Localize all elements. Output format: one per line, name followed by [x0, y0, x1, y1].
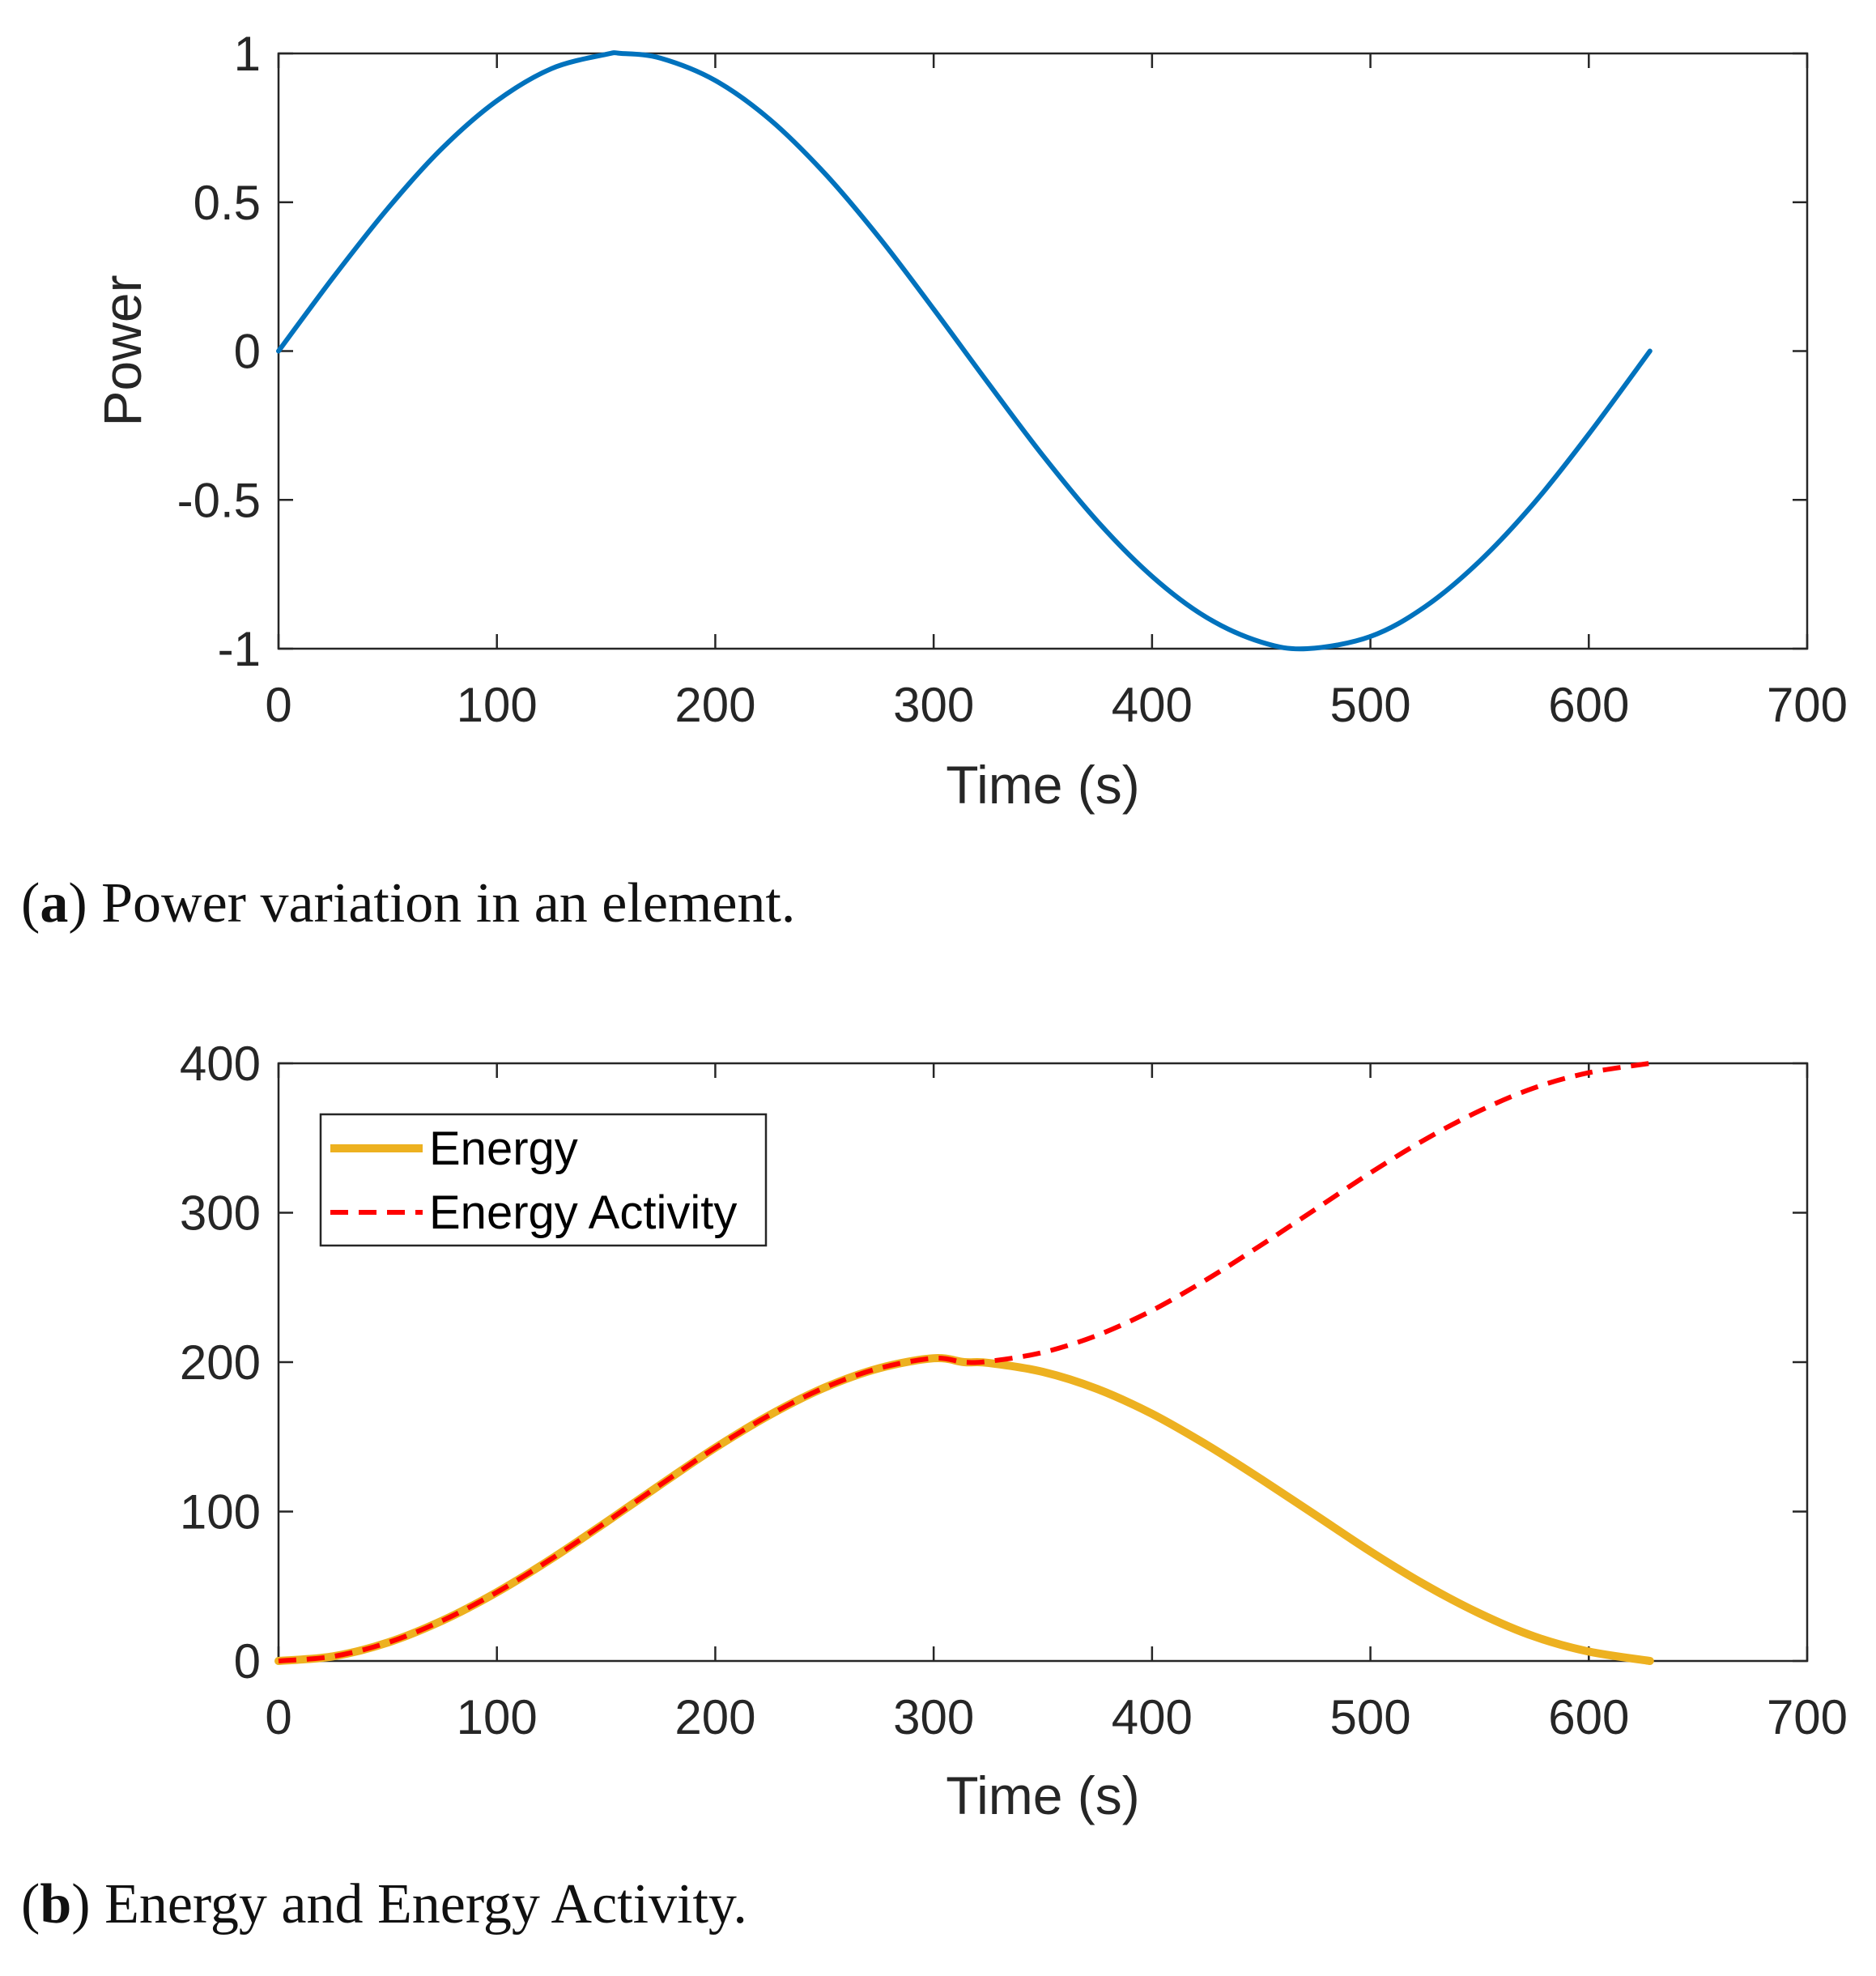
panel-b-caption: (b) Energy and Energy Activity. [21, 1873, 747, 1936]
panel-a-y-tick-label: -1 [218, 622, 261, 676]
panel-a-caption-text: Power variation in an element. [101, 872, 795, 935]
panel-a-series [276, 50, 1653, 652]
legend-box [319, 1113, 768, 1247]
panel-b-y-tick-label: 300 [180, 1186, 261, 1241]
panel-b-x-tick-label: 500 [1330, 1690, 1411, 1744]
panel-b-caption-label: b [40, 1873, 71, 1936]
panel-b-caption-text: Energy and Energy Activity. [104, 1873, 747, 1936]
legend-energy-activity-label: Energy Activity [429, 1186, 737, 1239]
panel-a-x-tick-label: 0 [265, 678, 291, 732]
panel-b-x-tick-label: 0 [265, 1690, 291, 1744]
panel-a-y-tick-label: -0.5 [177, 473, 261, 527]
panel-b-y-tick-label: 100 [180, 1485, 261, 1539]
panel-a-x-tick-label: 700 [1767, 678, 1848, 732]
panel-b-series [274, 1061, 1654, 1665]
panel-b-x-tick-label: 300 [893, 1690, 974, 1744]
panel-b-y-tick-labels: 0 100 200 300 400 [180, 1037, 261, 1689]
panel-b-x-tick-label: 100 [457, 1690, 538, 1744]
panel-b-y-tick-label: 200 [180, 1335, 261, 1390]
panel-a-series-power-line [276, 50, 1653, 652]
panel-a-y-tick-label: 1 [234, 27, 261, 81]
panel-b-x-axis-label: Time (s) [946, 1765, 1140, 1825]
panel-a-x-tick-label: 400 [1112, 678, 1193, 732]
panel-a-x-tick-label: 300 [893, 678, 974, 732]
panel-a-y-tick-labels: -1 -0.5 0 0.5 1 [177, 27, 261, 676]
panel-b-x-tick-label: 200 [674, 1690, 755, 1744]
panel-a-y-axis-label: Power [92, 275, 152, 426]
panel-a-x-tick-label: 600 [1548, 678, 1629, 732]
panel-a-caption-label: a [40, 872, 68, 935]
panel-a-x-axis-label: Time (s) [946, 755, 1140, 815]
panel-a-x-tick-labels: 0 100 200 300 400 500 600 700 [265, 678, 1848, 732]
panel-a-caption: (a) Power variation in an element. [21, 872, 795, 935]
panel-a-y-tick-label: 0.5 [194, 176, 261, 230]
panel-b-series-energy-activity-line [278, 1061, 1651, 1663]
panel-a-y-tick-label: 0 [234, 325, 261, 379]
panel-a-plot-frame [277, 52, 1809, 650]
legend-energy-label: Energy [429, 1122, 578, 1175]
panel-b-x-tick-label: 600 [1548, 1690, 1629, 1744]
panel-a-x-tick-label: 100 [457, 678, 538, 732]
panel-a-x-tick-label: 500 [1330, 678, 1411, 732]
panel-b-series-energy-line [274, 1353, 1654, 1665]
panel-b-x-tick-label: 700 [1767, 1690, 1848, 1744]
panel-b-x-tick-labels: 0 100 200 300 400 500 600 700 [265, 1690, 1848, 1744]
panel-a-x-tick-label: 200 [674, 678, 755, 732]
panel-b-energy-chart: 0 100 200 300 400 500 600 700 0 100 200 300 400 Tim… [180, 1037, 1848, 1825]
panel-a-ticks [277, 52, 1809, 650]
panel-b-y-tick-label: 400 [180, 1037, 261, 1091]
panel-b-y-tick-label: 0 [234, 1634, 261, 1689]
panel-b-x-tick-label: 400 [1112, 1690, 1193, 1744]
panel-a-power-chart: 0 100 200 300 400 500 600 700 -1 -0.5 0 0.5 1 Time … [92, 27, 1848, 815]
panel-b-legend: Energy Energy Activity [319, 1113, 768, 1247]
